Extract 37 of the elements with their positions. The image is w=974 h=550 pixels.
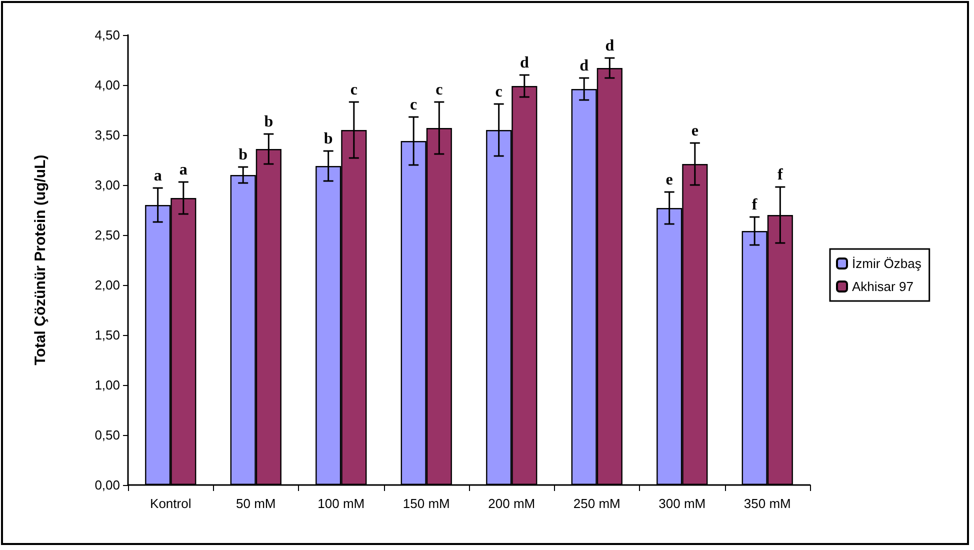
annotation: a xyxy=(154,168,162,184)
x-tick-label: 300 mM xyxy=(658,496,706,511)
annotation: f xyxy=(752,196,758,214)
annotation: d xyxy=(580,58,589,74)
legend-label: İzmir Özbaş xyxy=(852,256,922,271)
annotation: d xyxy=(605,38,614,54)
x-tick-label: 250 mM xyxy=(573,496,620,511)
x-tick-label: Kontrol xyxy=(150,496,192,511)
annotation: d xyxy=(520,54,529,72)
y-tick-label: 0,50 xyxy=(94,428,120,442)
annotation: c xyxy=(410,96,418,114)
annotation: e xyxy=(666,172,673,188)
y-tick-label: 1,00 xyxy=(94,378,120,392)
annotation: c xyxy=(436,82,443,98)
annotation: c xyxy=(350,82,358,98)
x-tick-label: 150 mM xyxy=(402,496,450,511)
annotation: c xyxy=(495,84,502,100)
annotation: e xyxy=(691,122,698,140)
annotation: b xyxy=(264,114,274,130)
y-tick-label: 4,50 xyxy=(94,28,120,42)
y-tick-label: 2,50 xyxy=(94,228,120,242)
y-tick-label: 3,00 xyxy=(94,178,120,192)
y-tick-label: 2,00 xyxy=(94,278,120,292)
annotation: b xyxy=(324,130,333,148)
y-tick-label: 1,50 xyxy=(94,328,120,342)
annotation: a xyxy=(179,162,188,178)
annotation: b xyxy=(238,146,248,164)
x-tick-label: 350 mM xyxy=(744,496,791,511)
x-tick-label: 50 mM xyxy=(236,496,276,511)
y-axis-title: Total Çözünür Protein (ug/uL) xyxy=(32,154,49,366)
legend-label: Akhisar 97 xyxy=(852,279,914,294)
y-tick-label: 3,50 xyxy=(94,128,120,142)
annotation: f xyxy=(778,166,784,184)
y-tick-label: 0,00 xyxy=(94,478,120,492)
x-tick-label: 200 mM xyxy=(488,496,536,511)
y-tick-label: 4,00 xyxy=(94,78,120,92)
x-tick-label: 100 mM xyxy=(318,496,365,511)
